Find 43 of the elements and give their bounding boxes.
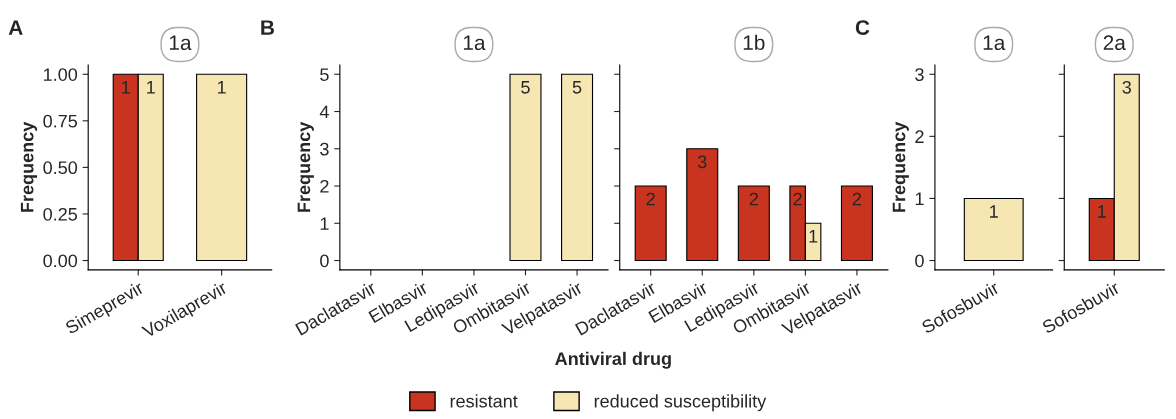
text: B (261, 20, 274, 35)
chart-title: 2a (1103, 35, 1126, 51)
data-label: 2 (646, 192, 655, 206)
data-label: 2 (749, 192, 758, 206)
chart-title: 1a (983, 35, 1006, 51)
y-tick-label: 0.75 (43, 114, 78, 128)
text: C (855, 20, 870, 35)
y-tick-label: 0.00 (43, 254, 78, 268)
y-axis-title: Frequency (20, 121, 38, 212)
data-label: 3 (697, 155, 707, 169)
y-tick-label: 0 (320, 254, 329, 268)
data-label: 1 (122, 81, 130, 94)
data-label: 1 (990, 205, 998, 218)
data-label: 2 (852, 192, 862, 206)
y-tick-label: 0 (915, 254, 924, 268)
legend-label: resistant (450, 394, 518, 408)
y-tick-label: 0.50 (43, 161, 78, 175)
y-tick-label: 2 (915, 130, 924, 143)
y-tick-label: 3 (320, 142, 329, 156)
y-tick-label: 1.00 (44, 68, 78, 81)
data-label: 3 (1122, 80, 1131, 94)
chart-title: 1a (463, 35, 486, 51)
y-axis-title: Frequency (297, 121, 314, 212)
data-label: 1 (217, 81, 226, 94)
data-label: 5 (521, 81, 530, 94)
legend-label: reduced susceptibility (594, 394, 767, 412)
y-tick-label: 0.25 (43, 207, 78, 221)
y-tick-label: 3 (915, 68, 924, 81)
y-axis-title: Frequency (892, 121, 909, 212)
y-tick-label: 2 (320, 179, 329, 193)
data-label: 1 (809, 230, 818, 243)
y-tick-label: 1 (915, 192, 924, 205)
y-tick-label: 1 (320, 217, 329, 230)
data-label: 5 (572, 81, 582, 94)
y-tick-label: 4 (319, 105, 329, 119)
data-label: 1 (147, 81, 155, 94)
data-label: 1 (1098, 205, 1106, 218)
chart-title: 1a (169, 35, 192, 51)
chart-title: 1b (743, 34, 765, 51)
text: A (8, 20, 23, 35)
y-tick-label: 5 (320, 68, 329, 81)
data-label: 2 (793, 192, 802, 206)
x-axis-title: Antiviral drug (555, 351, 671, 369)
